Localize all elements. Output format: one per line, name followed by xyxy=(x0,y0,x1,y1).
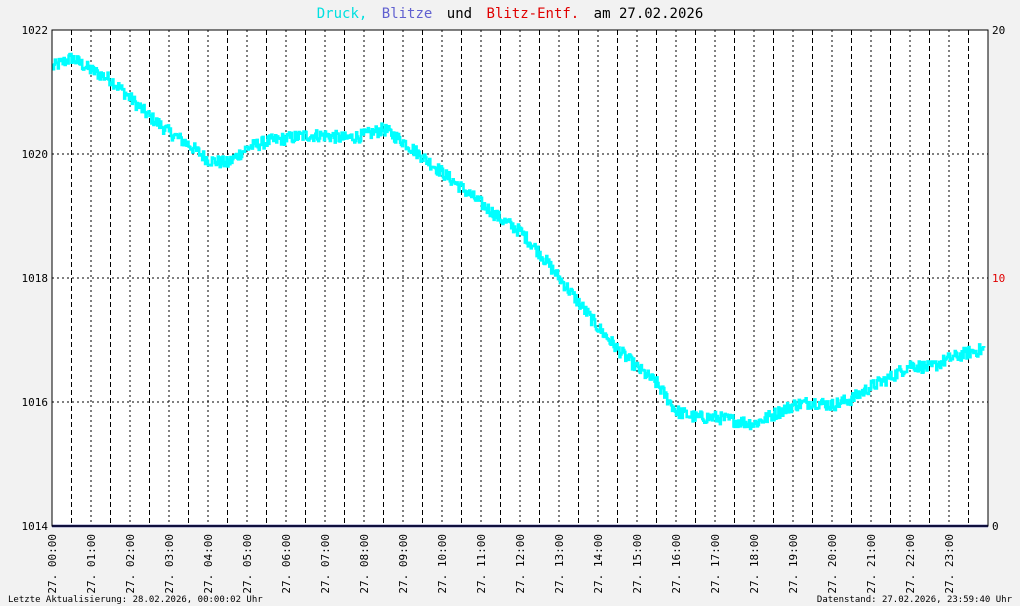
y-left-tick-label: 1020 xyxy=(22,148,49,161)
title-blitz-entf: Blitz-Entf. xyxy=(487,6,580,22)
y-left-tick-label: 1014 xyxy=(22,520,49,533)
x-tick-label: 27. 02:00 xyxy=(124,534,137,594)
plot-frame xyxy=(51,29,989,527)
y-left-tick-label: 1022 xyxy=(22,24,49,37)
y-right-tick-label: 20 xyxy=(992,24,1005,37)
footer-last-update: Letzte Aktualisierung: 28.02.2026, 00:00… xyxy=(8,595,263,605)
y-left-tick-label: 1016 xyxy=(22,396,49,409)
title-date: am 27.02.2026 xyxy=(594,6,704,22)
x-tick-label: 27. 00:00 xyxy=(46,534,59,594)
right-axis-ticks: 0 10 20 xyxy=(992,24,1005,533)
x-tick-label: 27. 05:00 xyxy=(241,534,254,594)
grid-lines xyxy=(52,30,988,526)
x-tick-label: 27. 22:00 xyxy=(904,534,917,594)
title-blitze: Blitze xyxy=(382,6,433,22)
x-tick-label: 27. 09:00 xyxy=(397,534,410,594)
x-tick-label: 27. 07:00 xyxy=(319,534,332,594)
series-druck-line xyxy=(51,52,986,431)
x-tick-label: 27. 06:00 xyxy=(280,534,293,594)
x-tick-label: 27. 13:00 xyxy=(553,534,566,594)
x-tick-label: 27. 18:00 xyxy=(748,534,761,594)
x-tick-label: 27. 12:00 xyxy=(514,534,527,594)
x-tick-label: 27. 16:00 xyxy=(670,534,683,594)
footer-data-status: Datenstand: 27.02.2026, 23:59:40 Uhr xyxy=(817,595,1013,605)
x-tick-label: 27. 03:00 xyxy=(163,534,176,594)
x-tick-label: 27. 01:00 xyxy=(85,534,98,594)
x-tick-label: 27. 20:00 xyxy=(826,534,839,594)
chart-title: Druck, Blitze und Blitz-Entf. am 27.02.2… xyxy=(317,6,704,22)
x-tick-label: 27. 14:00 xyxy=(592,534,605,594)
left-axis-ticks: 1014 1016 1018 1020 1022 xyxy=(22,24,49,533)
x-tick-label: 27. 17:00 xyxy=(709,534,722,594)
x-tick-label: 27. 11:00 xyxy=(475,534,488,594)
x-tick-label: 27. 21:00 xyxy=(865,534,878,594)
y-right-tick-label: 10 xyxy=(992,272,1005,285)
x-axis-ticks: 27. 00:00 27. 01:00 27. 02:00 27. 03:00 27. … xyxy=(46,534,956,594)
x-tick-label: 27. 04:00 xyxy=(202,534,215,594)
x-tick-label: 27. 23:00 xyxy=(943,534,956,594)
x-tick-label: 27. 15:00 xyxy=(631,534,644,594)
y-left-tick-label: 1018 xyxy=(22,272,49,285)
x-tick-label: 27. 19:00 xyxy=(787,534,800,594)
x-tick-label: 27. 08:00 xyxy=(358,534,371,594)
title-und: und xyxy=(447,6,472,22)
x-tick-label: 27. 10:00 xyxy=(436,534,449,594)
title-druck: Druck, xyxy=(317,6,368,22)
y-right-tick-label: 0 xyxy=(992,520,999,533)
